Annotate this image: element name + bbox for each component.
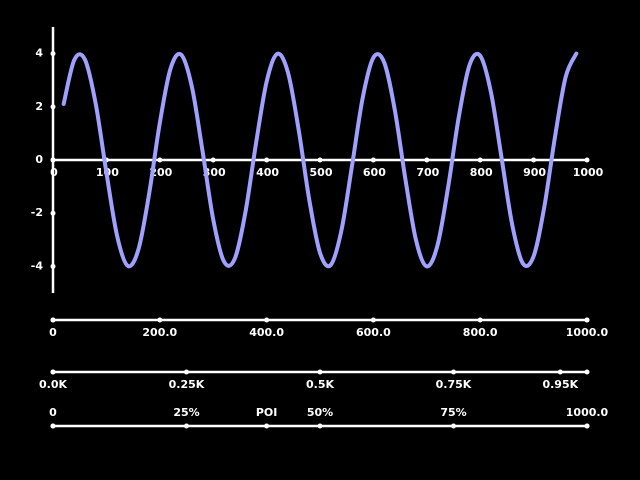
y-tick-label: -2 <box>31 206 43 219</box>
axis-tick-label: 0 <box>49 406 57 419</box>
axis-tick <box>264 423 270 429</box>
x-tick-label: 700 <box>416 166 439 179</box>
x-tick <box>210 157 216 163</box>
axis-tick <box>184 423 189 429</box>
y-tick <box>50 157 56 163</box>
y-tick-label: -4 <box>31 259 44 272</box>
axis-tick <box>451 423 456 429</box>
y-tick <box>50 210 56 216</box>
x-tick-label: 600 <box>363 166 386 179</box>
axis-tick-label: 800.0 <box>463 326 498 339</box>
x-tick <box>370 157 376 163</box>
axis-tick-label: 0.5K <box>306 378 334 391</box>
axis-tick <box>557 369 563 375</box>
axis-tick-label: 400.0 <box>249 326 284 339</box>
axis-tick <box>370 317 376 323</box>
x-tick <box>157 157 163 163</box>
x-tick-label: 0 <box>50 166 58 179</box>
x-tick-label: 900 <box>523 166 546 179</box>
x-tick-label: 400 <box>256 166 279 179</box>
axis-tick-label: 200.0 <box>142 326 177 339</box>
x-tick-label: 800 <box>470 166 493 179</box>
data-line <box>61 51 579 269</box>
axis-tick-label: 50% <box>307 406 333 419</box>
axis-tick-label: 75% <box>440 406 466 419</box>
y-tick <box>50 104 56 110</box>
axis-tick <box>317 423 323 429</box>
axis-tick <box>50 317 56 323</box>
y-tick-label: 2 <box>35 100 43 113</box>
axis-tick <box>50 369 56 375</box>
axis-tick-label: 25% <box>173 406 199 419</box>
axis-tick-label: 0 <box>49 326 57 339</box>
axis-tick-label: 1000.0 <box>566 326 609 339</box>
x-tick <box>477 157 483 163</box>
axis-tick-label: 0.95K <box>542 378 578 391</box>
x-tick-label: 200 <box>149 166 172 179</box>
y-tick-label: 4 <box>35 47 43 60</box>
axis-tick <box>264 317 270 323</box>
y-tick <box>50 263 56 269</box>
axis-tick <box>584 423 590 429</box>
x-tick <box>317 157 323 163</box>
x-tick <box>584 157 590 163</box>
x-tick-label: 1000 <box>573 166 604 179</box>
axis-tick-label: 0.0K <box>39 378 67 391</box>
axis-tick <box>584 317 590 323</box>
x-tick <box>531 157 537 163</box>
axis-tick <box>451 369 456 375</box>
axis-tick-label: 0.25K <box>169 378 205 391</box>
y-tick <box>50 51 56 57</box>
axis-tick-label: POI <box>256 406 278 419</box>
axis-tick <box>50 423 56 429</box>
axis-tick <box>317 369 323 375</box>
axis-tick-label: 0.75K <box>436 378 472 391</box>
x-tick <box>264 157 270 163</box>
axis-end <box>584 369 590 375</box>
x-tick-label: 300 <box>203 166 226 179</box>
x-tick-label: 500 <box>310 166 333 179</box>
axis-tick <box>157 317 163 323</box>
axis-tick <box>477 317 483 323</box>
axis-tick-label: 600.0 <box>356 326 391 339</box>
x-tick <box>424 157 430 163</box>
axis-tick <box>184 369 189 375</box>
y-tick-label: 0 <box>35 153 43 166</box>
axis-tick-label: 1000.0 <box>566 406 609 419</box>
